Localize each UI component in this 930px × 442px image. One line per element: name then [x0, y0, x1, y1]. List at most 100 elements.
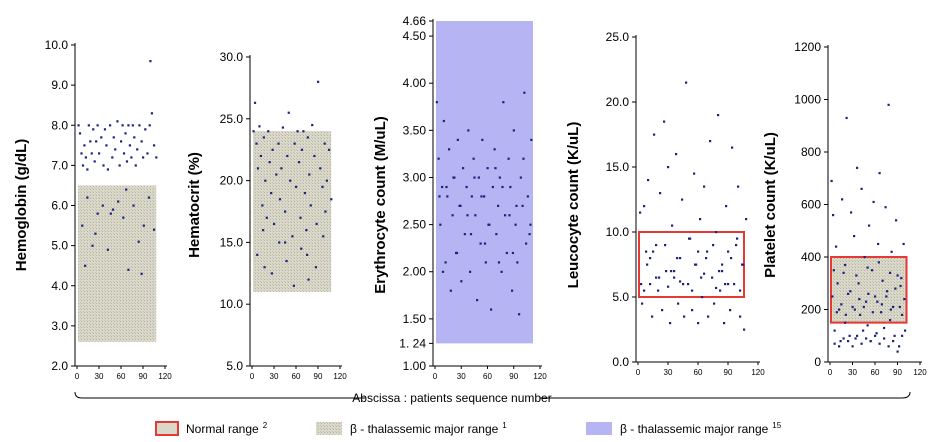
abscissa-caption-group: Abscissa : patients sequence number	[74, 391, 911, 405]
hemoglobin-data-point	[140, 272, 143, 275]
hematocrit-x-tick-label: 0	[250, 372, 255, 381]
platelet-data-point	[857, 282, 860, 285]
legend-normal-swatch	[155, 421, 179, 436]
leucocyte-data-point	[679, 280, 682, 283]
hematocrit-data-point	[308, 173, 311, 176]
erythrocyte-data-point	[479, 242, 482, 245]
hemoglobin-data-point	[153, 228, 156, 231]
hemoglobin-data-point	[116, 120, 119, 123]
erythrocyte-data-point	[441, 185, 444, 189]
platelet-data-point	[830, 179, 833, 183]
leucocyte-data-point	[745, 218, 748, 221]
hematocrit-y-tick-label: 30.0	[220, 50, 244, 64]
hemoglobin-data-point	[134, 164, 137, 167]
platelet-y-tick-label: 1200	[794, 40, 821, 54]
platelet-data-point	[871, 311, 874, 314]
hemoglobin-data-point	[95, 140, 98, 143]
erythrocyte-data-point	[469, 270, 472, 273]
platelet-data-point	[835, 245, 838, 248]
leucocyte-data-point	[681, 198, 684, 201]
platelet-data-point	[847, 292, 850, 295]
leucocyte-data-point	[715, 231, 718, 234]
erythrocyte-data-point	[483, 195, 486, 198]
erythrocyte-data-point	[448, 148, 451, 151]
erythrocyte-data-point	[449, 289, 452, 292]
hematocrit-data-point	[284, 241, 287, 244]
erythrocyte-data-point	[441, 270, 445, 273]
hemoglobin-y-tick-label: 9.0	[51, 78, 68, 92]
hemoglobin-data-point	[142, 224, 145, 227]
erythrocyte-data-point	[523, 91, 526, 94]
erythrocyte-data-point	[511, 251, 515, 255]
abscissa-brace	[74, 391, 911, 399]
leucocyte-y-tick-label: 0.0	[612, 355, 629, 369]
hemoglobin-data-point	[153, 144, 156, 147]
hematocrit-data-point	[319, 167, 322, 170]
platelet-x-tick-label: 120	[913, 368, 927, 377]
hematocrit-data-point	[314, 266, 317, 269]
platelet-data-point	[890, 250, 893, 253]
platelet-data-point	[880, 303, 883, 306]
leucocyte-y-tick-label: 15.0	[606, 160, 630, 174]
hematocrit-data-point	[325, 179, 328, 182]
hemoglobin-data-point	[86, 196, 89, 199]
erythrocyte-beta-range-band	[436, 21, 533, 344]
hematocrit-data-point	[296, 130, 299, 133]
platelet-x-tick-label: 60	[871, 368, 880, 377]
hematocrit-y-tick-label: 20.0	[220, 174, 244, 188]
leucocyte-data-point	[703, 272, 706, 275]
hemoglobin-data-point	[92, 128, 95, 131]
erythrocyte-data-point	[460, 280, 463, 283]
legend-beta15-label: β - thalassemic major range 15	[620, 421, 782, 436]
leucocyte-data-point	[643, 205, 646, 208]
platelet-data-point	[842, 271, 845, 274]
erythrocyte-data-point	[518, 313, 521, 316]
hemoglobin-data-point	[109, 124, 112, 127]
leucocyte-x-tick-label: 60	[694, 368, 703, 377]
erythrocyte-x-tick-label: 60	[483, 372, 492, 381]
hematocrit-data-point	[287, 111, 290, 114]
hematocrit-data-point	[295, 185, 298, 188]
platelet-data-point	[903, 298, 906, 301]
leucocyte-data-point	[712, 244, 715, 247]
leucocyte-data-point	[667, 285, 670, 288]
leucocyte-data-point	[742, 263, 745, 266]
hematocrit-data-point	[317, 80, 320, 83]
hemoglobin-data-point	[118, 164, 121, 167]
leucocyte-data-point	[706, 250, 709, 253]
platelet-data-point	[844, 313, 847, 316]
leucocyte-data-point	[725, 205, 728, 208]
erythrocyte-data-point	[521, 204, 524, 207]
leucocyte-data-point	[661, 309, 664, 312]
platelet-data-point	[841, 198, 844, 201]
hemoglobin-data-point	[80, 152, 83, 155]
leucocyte-data-point	[723, 322, 726, 325]
erythrocyte-y-tick-label: 2.00	[403, 265, 427, 279]
erythrocyte-data-point	[529, 223, 532, 226]
platelet-y-tick-label: 600	[801, 198, 821, 212]
hemoglobin-y-tick-label: 6.0	[51, 199, 68, 213]
platelet-y-tick-label: 0	[814, 355, 821, 369]
hemoglobin-data-point	[131, 124, 134, 127]
leucocyte-data-point	[673, 276, 676, 279]
leucocyte-data-point	[691, 309, 694, 312]
hematocrit-data-point	[263, 266, 266, 269]
platelet-data-point	[851, 345, 854, 348]
hematocrit-data-point	[297, 161, 301, 164]
hematocrit-x-tick-label: 90	[314, 372, 323, 381]
leucocyte-y-tick-label: 5.0	[612, 290, 629, 304]
platelet-data-point	[896, 350, 899, 353]
platelet-data-point	[877, 242, 880, 246]
hemoglobin-data-point	[114, 148, 117, 151]
erythrocyte-data-point	[498, 176, 501, 179]
erythrocyte-x-tick-label: 0	[433, 372, 438, 381]
platelet-x-tick-label: 90	[893, 368, 902, 377]
platelet-data-point	[904, 329, 907, 332]
hemoglobin-y-tick-label: 4.0	[51, 279, 68, 293]
erythrocyte-data-point	[477, 176, 480, 179]
hematocrit-data-point	[292, 284, 295, 287]
platelet-data-point	[833, 329, 836, 332]
leucocyte-data-point	[657, 289, 660, 292]
erythrocyte-data-point	[455, 251, 459, 255]
erythrocyte-data-point	[470, 195, 473, 198]
